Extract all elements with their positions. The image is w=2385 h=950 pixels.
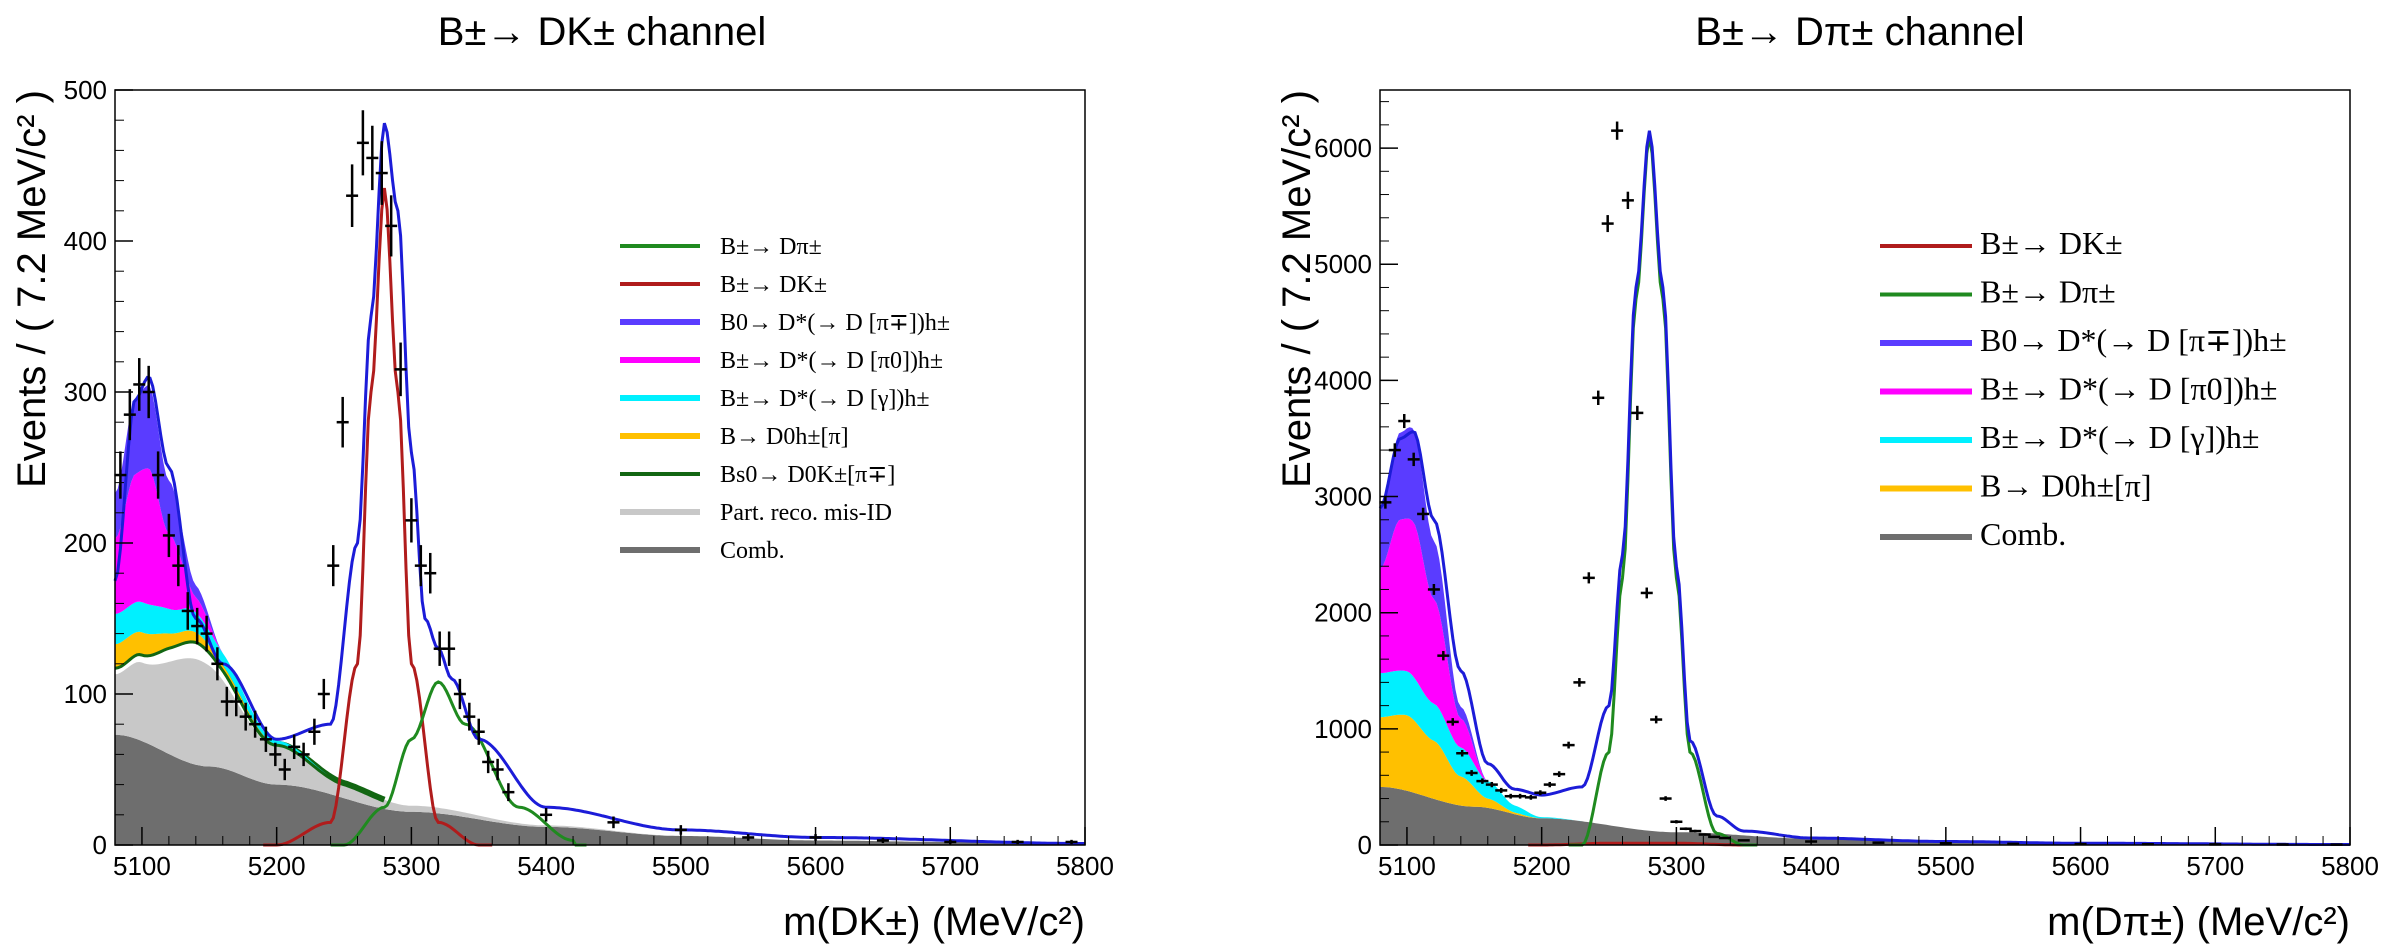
x-tick-label: 5600 (2052, 851, 2110, 881)
legend-label: B→ D0h±[π] (1980, 468, 2151, 504)
y-tick-label: 5000 (1314, 249, 1372, 279)
y-tick-label: 6000 (1314, 133, 1372, 163)
chart-title: B±→ DK± channel (438, 10, 767, 54)
x-tick-label: 5300 (1647, 851, 1705, 881)
legend-label: Comb. (1980, 516, 2066, 552)
y-tick-label: 4000 (1314, 365, 1372, 395)
component-fill (115, 734, 1085, 845)
component-fill (1380, 427, 2350, 845)
x-tick-label: 5500 (652, 851, 710, 881)
x-tick-label: 5600 (787, 851, 845, 881)
legend-label: B±→ D*(→ D [γ])h± (720, 386, 930, 412)
component-fill (115, 658, 1085, 844)
x-tick-label: 5100 (113, 851, 171, 881)
legend-fill-swatch (620, 319, 700, 325)
plot-frame (1379, 89, 2351, 846)
x-axis-label: m(DK±) (MeV/c²) (783, 900, 1085, 944)
x-tick-label: 5200 (248, 851, 306, 881)
component-fill (115, 630, 1085, 844)
legend-label: B±→ DK± (1980, 225, 2123, 261)
y-tick-label: 0 (1358, 830, 1372, 860)
y-tick-label: 500 (64, 75, 107, 105)
legend-label: B±→ Dπ± (720, 234, 822, 260)
legend-fill-swatch (620, 433, 700, 439)
legend-fill-swatch (620, 547, 700, 553)
chart-title: B±→ Dπ± channel (1695, 10, 2024, 54)
legend-label: B→ D0h±[π] (720, 424, 849, 450)
component-fill (1380, 786, 2350, 845)
total-fit-curve (1378, 130, 2350, 846)
legend-label: B0→ D*(→ D [π∓])h± (1980, 322, 2287, 358)
y-tick-label: 1000 (1314, 714, 1372, 744)
x-tick-label: 5500 (1917, 851, 1975, 881)
legend-label: B±→ DK± (720, 272, 827, 298)
legend-fill-swatch (620, 357, 700, 363)
legend-fill-swatch (1880, 485, 1972, 492)
x-tick-label: 5300 (382, 851, 440, 881)
y-tick-label: 0 (93, 830, 107, 860)
legend-label: B±→ D*(→ D [γ])h± (1980, 419, 2259, 455)
component-curve (263, 187, 493, 847)
legend-fill-swatch (1880, 340, 1972, 346)
legend: B±→ DK± B±→ Dπ± B0→ D*(→ D [π∓])h± B±→ D*(→… (1880, 225, 2287, 552)
legend-label: B0→ D*(→ D [π∓])h± (720, 310, 950, 336)
legend-label: B±→ D*(→ D [π0])h± (1980, 371, 2277, 407)
legend-fill-swatch (620, 509, 700, 515)
legend: B±→ Dπ± B±→ DK± B0→ D*(→ D [π∓])h± B±→ D*(→… (620, 234, 950, 564)
x-tick-label: 5700 (921, 851, 979, 881)
component-curve (330, 680, 587, 847)
x-tick-label: 5800 (2321, 851, 2379, 881)
legend-label: Comb. (720, 538, 785, 564)
y-tick-label: 2000 (1314, 598, 1372, 628)
x-tick-label: 5200 (1513, 851, 1571, 881)
legend-label: B±→ Dπ± (1980, 274, 2116, 310)
x-tick-label: 5400 (1782, 851, 1840, 881)
y-tick-label: 300 (64, 377, 107, 407)
y-tick-label: 100 (64, 679, 107, 709)
legend-fill-swatch (1880, 534, 1972, 540)
x-axis-label: m(Dπ±) (MeV/c²) (2047, 900, 2350, 944)
x-tick-label: 5100 (1378, 851, 1436, 881)
legend-label: Part. reco. mis-ID (720, 500, 892, 526)
y-tick-label: 200 (64, 528, 107, 558)
legend-label: Bs0→ D0K±[π∓] (720, 462, 895, 488)
legend-fill-swatch (1880, 437, 1972, 443)
legend-fill-swatch (620, 395, 700, 401)
x-tick-label: 5700 (2186, 851, 2244, 881)
y-tick-label: 400 (64, 226, 107, 256)
x-tick-label: 5400 (517, 851, 575, 881)
legend-label: B±→ D*(→ D [π0])h± (720, 348, 943, 374)
x-tick-label: 5800 (1056, 851, 1114, 881)
legend-fill-swatch (1880, 388, 1972, 395)
y-tick-label: 3000 (1314, 482, 1372, 512)
dk-channel-panel: B±→ DK± channel m(DK±) (MeV/c²) Events / (… (10, 10, 1114, 944)
dpi-channel-panel: B±→ Dπ± channel m(Dπ±) (MeV/c²) Events / (… (1275, 10, 2379, 944)
y-axis-label: Events / ( 7.2 MeV/c² ) (1275, 90, 1319, 488)
y-axis-label: Events / ( 7.2 MeV/c² ) (10, 90, 54, 488)
